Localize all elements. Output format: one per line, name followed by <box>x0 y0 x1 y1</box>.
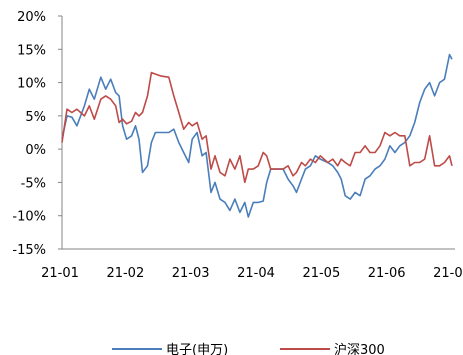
y-tick-label: 5% <box>25 110 46 125</box>
y-tick-label: 10% <box>17 77 46 92</box>
x-axis: 21-01 21-02 21-03 21-04 21-05 21-06 21-07 <box>41 248 463 281</box>
series-line-csi300 <box>61 71 453 184</box>
y-tick-label: 15% <box>17 43 46 58</box>
legend: 电子(申万) 沪深300 <box>112 342 385 355</box>
legend-label-csi300: 沪深300 <box>334 342 385 355</box>
y-axis: 20% 15% 10% 5% 0% -5% -10% -15% <box>12 10 63 258</box>
x-tick-label: 21-07 <box>433 266 463 281</box>
x-tick-label: 21-05 <box>302 266 340 281</box>
series-line-electronics <box>61 53 453 218</box>
x-tick-label: 21-01 <box>41 266 79 281</box>
x-tick-label: 21-04 <box>237 266 275 281</box>
legend-label-electronics: 电子(申万) <box>166 343 228 355</box>
series-layer <box>61 53 453 218</box>
y-tick-label: -10% <box>12 210 46 225</box>
y-tick-label: 0% <box>25 143 46 158</box>
x-tick-label: 21-03 <box>172 266 210 281</box>
x-tick-label: 21-06 <box>368 266 406 281</box>
y-tick-label: 20% <box>17 10 46 25</box>
y-tick-label: -15% <box>12 243 46 258</box>
y-tick-label: -5% <box>21 176 46 191</box>
x-tick-label: 21-02 <box>106 266 144 281</box>
